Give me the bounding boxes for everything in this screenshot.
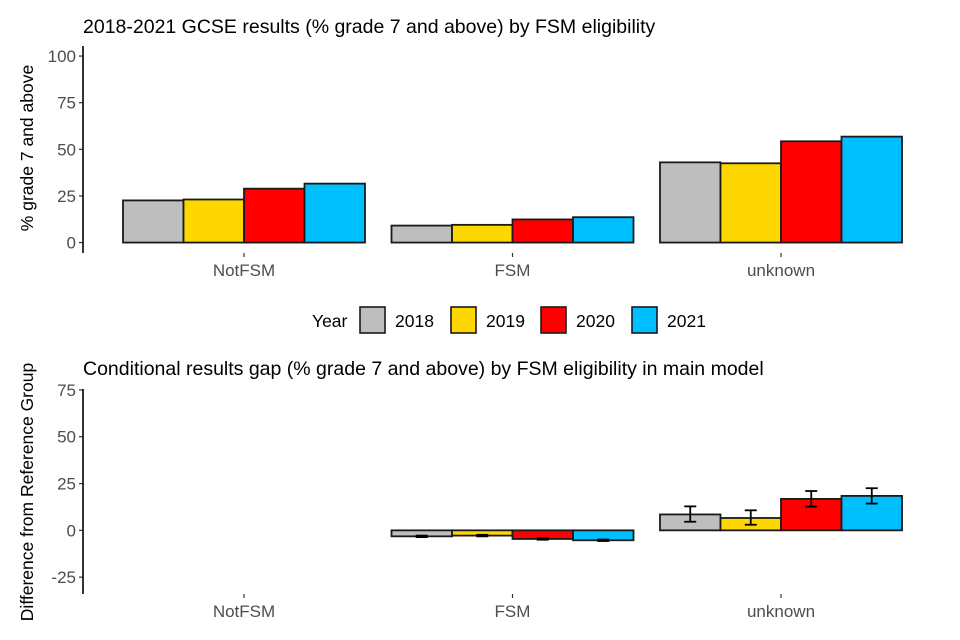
top-bars	[122, 135, 903, 244]
panel-bottom-conditional-gap: Conditional results gap (% grade 7 and a…	[17, 358, 903, 621]
bot-error-bar-unknown-2019	[744, 509, 757, 526]
top-bar-fsm-2019	[451, 223, 514, 244]
top-bar-notfsm-2020	[243, 187, 306, 244]
legend-label-2019: 2019	[486, 311, 525, 331]
top-y-tick-label: 50	[57, 140, 76, 159]
top-y-tick-label: 100	[48, 47, 76, 66]
top-bar-fsm-2020	[511, 218, 574, 244]
bottom-error-bars	[415, 487, 878, 542]
bot-y-tick-label: 75	[57, 381, 76, 400]
bot-x-tick-label-notfsm: NotFSM	[213, 602, 275, 621]
legend-swatch-2018	[359, 306, 386, 334]
legend-swatch-2019	[450, 306, 477, 334]
top-y-tick-label: 75	[57, 94, 76, 113]
bot-error-bar-unknown-2018	[684, 505, 697, 523]
top-bar-notfsm-2019	[182, 198, 245, 244]
bot-error-bar-fsm-2021	[597, 538, 610, 542]
top-y-axis-ticks: 0 25 50 75 100	[48, 47, 83, 253]
bot-error-bar-fsm-2020	[536, 537, 549, 541]
bot-error-bar-unknown-2021	[865, 487, 878, 505]
top-bar-unknown-2019	[719, 162, 782, 244]
top-bar-notfsm-2018	[122, 199, 185, 244]
legend-label-2020: 2020	[576, 311, 615, 331]
bottom-y-axis-ticks: -25 0 25 50 75	[51, 381, 83, 587]
top-y-tick-label: 0	[67, 234, 76, 253]
bot-error-bar-fsm-2018	[415, 534, 428, 538]
top-x-tick-label-notfsm: NotFSM	[213, 261, 275, 280]
bot-x-tick-label-unknown: unknown	[747, 602, 815, 621]
bottom-x-axis-ticks: NotFSM FSM unknown	[213, 594, 815, 621]
bottom-y-axis-title: Difference from Reference Group	[17, 363, 37, 621]
legend-swatch-2021	[631, 306, 658, 334]
bot-y-tick-label: 25	[57, 475, 76, 494]
legend-items: 2018 2019 2020 2021	[359, 306, 706, 334]
legend-label-2018: 2018	[395, 311, 434, 331]
top-bar-fsm-2018	[390, 224, 453, 244]
top-x-tick-label-fsm: FSM	[495, 261, 531, 280]
top-bar-fsm-2021	[572, 216, 635, 244]
bot-y-tick-label: 50	[57, 428, 76, 447]
panel-top-gcse-results: 2018-2021 GCSE results (% grade 7 and ab…	[17, 16, 903, 280]
top-bar-unknown-2020	[780, 140, 843, 244]
bot-y-tick-label: -25	[51, 568, 76, 587]
bot-error-bar-fsm-2019	[476, 533, 489, 538]
legend-swatch-2020	[540, 306, 567, 334]
top-y-axis-title: % grade 7 and above	[17, 65, 37, 231]
top-x-tick-label-unknown: unknown	[747, 261, 815, 280]
top-x-axis-ticks: NotFSM FSM unknown	[213, 253, 815, 280]
legend: Year 2018 2019 2020 2021	[312, 306, 706, 334]
legend-title: Year	[312, 311, 348, 331]
top-bar-unknown-2018	[659, 161, 722, 244]
top-bar-notfsm-2021	[303, 182, 366, 244]
top-chart-title: 2018-2021 GCSE results (% grade 7 and ab…	[83, 16, 656, 38]
bot-y-tick-label: 0	[67, 521, 76, 540]
top-bar-unknown-2021	[840, 135, 903, 244]
bottom-chart-title: Conditional results gap (% grade 7 and a…	[83, 358, 764, 380]
top-y-tick-label: 25	[57, 187, 76, 206]
bottom-bars	[390, 494, 903, 542]
bot-error-bar-unknown-2020	[805, 490, 818, 508]
legend-label-2021: 2021	[667, 311, 706, 331]
bot-x-tick-label-fsm: FSM	[495, 602, 531, 621]
